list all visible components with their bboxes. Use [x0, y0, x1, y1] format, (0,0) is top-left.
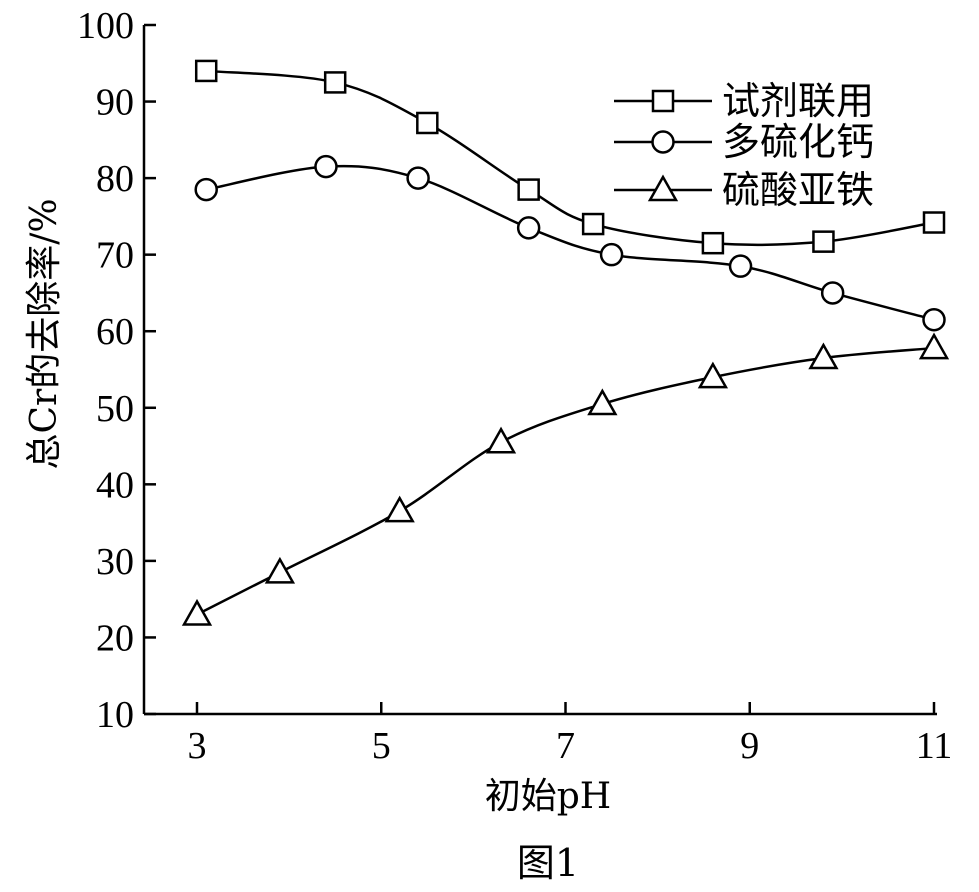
- x-tick-label: 3: [188, 725, 207, 767]
- data-point: [697, 361, 729, 389]
- series-triangle: [181, 332, 950, 626]
- y-tick-label: 100: [77, 5, 134, 47]
- y-tick-label: 40: [96, 464, 134, 506]
- y-tick-label: 10: [96, 694, 134, 736]
- legend-item: 试剂联用: [614, 79, 874, 123]
- y-ticks: 10 20 30 40 50 60 70 80 90 100: [77, 5, 156, 736]
- axes: [142, 25, 937, 716]
- legend-label: 硫酸亚铁: [722, 168, 874, 212]
- legend-label: 试剂联用: [722, 79, 874, 123]
- legend-item: 多硫化钙: [614, 120, 874, 164]
- data-point: [820, 281, 845, 305]
- data-point: [384, 495, 415, 523]
- x-tick-label: 5: [372, 725, 391, 767]
- series-layer: [181, 59, 950, 626]
- series-square: [194, 59, 946, 255]
- data-point: [323, 71, 347, 94]
- legend-marker: [651, 89, 675, 113]
- data-point: [194, 59, 218, 83]
- data-point: [406, 166, 430, 190]
- series-circle: [194, 154, 946, 332]
- data-point: [922, 211, 946, 234]
- data-point: [194, 177, 218, 202]
- legend-label: 多硫化钙: [722, 120, 874, 164]
- y-tick-label: 30: [96, 541, 134, 583]
- data-point: [918, 332, 950, 360]
- data-point: [599, 242, 624, 267]
- data-point: [581, 212, 605, 236]
- data-point: [485, 426, 517, 454]
- data-point: [728, 254, 753, 278]
- legend-marker: [647, 174, 679, 202]
- data-point: [517, 178, 540, 201]
- legend-marker: [651, 130, 675, 154]
- data-point: [264, 556, 296, 584]
- y-tick-label: 20: [96, 617, 134, 659]
- data-point: [812, 230, 835, 253]
- series-line: [196, 346, 935, 616]
- y-axis-title: 总Cr的去除率/%: [24, 198, 65, 469]
- legend-item: 硫酸亚铁: [614, 168, 874, 212]
- data-point: [181, 598, 213, 626]
- y-tick-label: 80: [96, 158, 134, 200]
- data-point: [516, 216, 541, 240]
- y-tick-label: 50: [96, 388, 134, 430]
- figure-caption: 图1: [517, 841, 579, 885]
- y-tick-label: 70: [96, 235, 134, 277]
- data-point: [314, 154, 338, 179]
- data-point: [922, 307, 946, 332]
- x-tick-label: 11: [916, 725, 953, 767]
- y-tick-label: 60: [96, 311, 134, 353]
- x-tick-label: 9: [740, 725, 759, 767]
- data-point: [416, 111, 439, 135]
- x-tick-label: 7: [556, 725, 575, 767]
- x-ticks: 3 5 7 9 11: [188, 702, 953, 767]
- data-point: [587, 388, 618, 416]
- data-point: [701, 231, 725, 255]
- x-axis-title: 初始pH: [485, 776, 611, 817]
- y-tick-label: 90: [96, 82, 134, 124]
- data-point: [808, 342, 839, 370]
